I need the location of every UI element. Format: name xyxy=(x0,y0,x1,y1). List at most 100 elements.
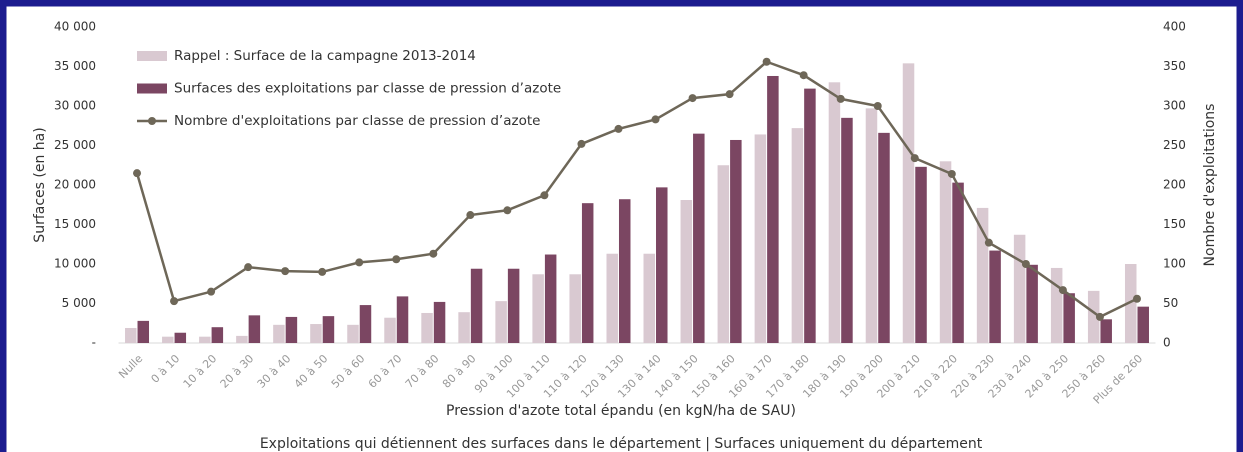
bar xyxy=(396,296,409,343)
y-tick-label: 25 000 xyxy=(54,138,96,152)
bar xyxy=(1137,306,1149,343)
line-point xyxy=(429,249,438,258)
bar xyxy=(791,128,804,343)
bar xyxy=(828,82,841,344)
bar xyxy=(1026,264,1038,343)
bar xyxy=(532,274,544,343)
bar xyxy=(693,133,705,343)
line-point xyxy=(244,263,253,272)
y-tick-label: 20 000 xyxy=(54,178,96,192)
line-point xyxy=(170,297,179,306)
bar xyxy=(989,250,1001,343)
y2-tick-label: 200 xyxy=(1163,178,1186,192)
line-point xyxy=(910,154,919,163)
line-point xyxy=(466,211,475,220)
y2-tick-label: 0 xyxy=(1163,336,1171,350)
bar xyxy=(211,327,224,343)
line xyxy=(135,60,1138,319)
bar xyxy=(618,199,631,343)
bar xyxy=(273,324,285,343)
x-axis-label: Pression d'azote total épandu (en kgN/ha… xyxy=(446,403,796,419)
bar xyxy=(347,324,359,343)
line-point xyxy=(1058,286,1067,295)
bar xyxy=(730,139,742,343)
line-point xyxy=(873,102,882,110)
legend-label: Nombre d'exploitations par classe de pre… xyxy=(174,113,540,129)
y2-tick-label: 250 xyxy=(1163,138,1186,152)
y-tick-label: 40 000 xyxy=(54,20,96,34)
line-point xyxy=(947,169,956,178)
legend-label: Rappel : Surface de la campagne 2013-201… xyxy=(174,48,476,64)
bar xyxy=(470,268,483,343)
bar xyxy=(767,75,779,343)
bar xyxy=(1050,267,1063,343)
legend-swatch xyxy=(148,117,156,125)
y2-tick-label: 150 xyxy=(1163,217,1186,231)
bar xyxy=(680,200,693,343)
bar xyxy=(544,254,557,343)
bar xyxy=(569,274,581,343)
line-point xyxy=(984,238,993,247)
line-point xyxy=(133,169,142,178)
line-point xyxy=(725,90,734,99)
bar xyxy=(1100,319,1112,343)
bar xyxy=(125,327,137,343)
bar xyxy=(878,132,890,343)
bar xyxy=(174,332,187,343)
y-tick-label: 5 000 xyxy=(62,296,96,310)
line-point xyxy=(1132,294,1141,303)
line-point xyxy=(688,94,697,103)
bar xyxy=(507,268,520,343)
bar xyxy=(1013,234,1026,343)
bar xyxy=(248,315,261,343)
legend-swatch xyxy=(137,51,167,61)
bar xyxy=(384,317,396,343)
bar xyxy=(162,336,174,343)
y2-tick-label: 400 xyxy=(1163,20,1186,34)
line-point xyxy=(503,206,512,215)
bar xyxy=(643,253,656,343)
bar xyxy=(199,336,211,343)
line-point xyxy=(836,94,845,103)
bar xyxy=(606,253,618,343)
bar xyxy=(433,301,446,343)
line-point xyxy=(577,139,586,148)
y-tick-label: 15 000 xyxy=(54,217,96,231)
bar xyxy=(359,305,372,343)
line-point xyxy=(1021,260,1030,268)
y-tick-label: 10 000 xyxy=(54,257,96,271)
line-point xyxy=(614,124,623,133)
y2-axis-label: Nombre d'exploitations xyxy=(1202,104,1218,267)
line-point xyxy=(762,57,771,66)
y-tick-label: - xyxy=(92,336,96,350)
legend-swatch xyxy=(137,83,167,94)
y2-tick-label: 300 xyxy=(1163,99,1186,113)
bar xyxy=(804,88,816,344)
bar xyxy=(421,312,433,343)
bar xyxy=(137,320,150,343)
bar xyxy=(841,117,853,343)
bar xyxy=(322,316,335,343)
bar xyxy=(939,161,952,343)
bar xyxy=(976,207,989,343)
line-point xyxy=(281,267,290,276)
subtitle: Exploitations qui détiennent des surface… xyxy=(260,436,983,452)
bar xyxy=(717,165,730,343)
bar xyxy=(754,134,767,343)
line-point xyxy=(318,267,327,276)
line-point xyxy=(355,258,364,267)
bar xyxy=(310,324,322,343)
bar xyxy=(952,182,964,343)
y-axis-label: Surfaces (en ha) xyxy=(32,127,48,242)
line-point xyxy=(540,191,549,200)
bar xyxy=(902,63,915,344)
bar xyxy=(458,312,470,343)
bar xyxy=(1087,290,1100,343)
line-point xyxy=(392,255,401,264)
y2-tick-label: 100 xyxy=(1163,257,1186,271)
bar xyxy=(236,335,248,343)
bar xyxy=(1124,264,1137,343)
line-point xyxy=(651,115,660,124)
line-point xyxy=(1095,312,1104,321)
